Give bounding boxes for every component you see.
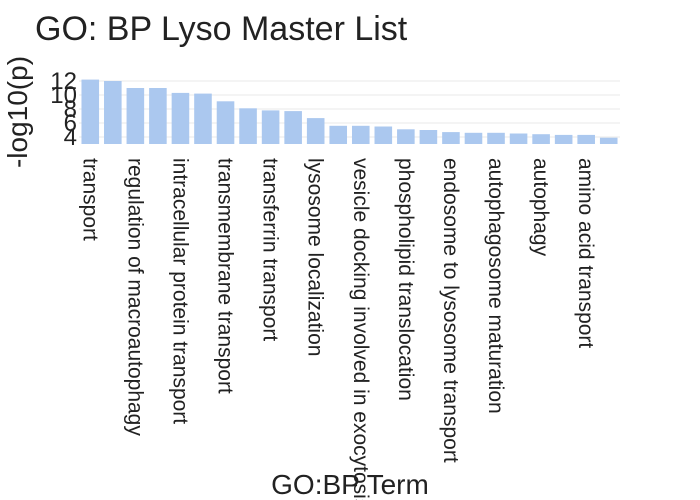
bar [171, 92, 190, 144]
y-tick-label: 6 [64, 110, 77, 137]
x-tick-label: transport [78, 158, 101, 241]
y-axis-title: -log10(p) [2, 56, 33, 168]
bar [149, 88, 167, 144]
bar [194, 93, 212, 144]
bar [442, 132, 460, 144]
y-tick-label: 10 [50, 82, 77, 109]
x-axis-ticks: transport regulation of macroautophagy int… [78, 158, 597, 500]
bar [81, 79, 100, 144]
bar [577, 134, 595, 144]
x-tick-label: phospholipid translocation [394, 158, 417, 401]
bar [216, 101, 235, 144]
x-tick-label: regulation of macroautophagy [123, 158, 146, 436]
chart-title: GO: BP Lyso Master List [35, 10, 408, 48]
x-tick-label: endosome to lysosome transport [439, 158, 462, 463]
bar [104, 81, 122, 144]
bar [397, 129, 415, 144]
x-tick-label: lysosome localization [304, 158, 327, 356]
bar [464, 132, 483, 144]
x-axis-title: GO:BP Term [271, 469, 429, 500]
x-tick-label: vesicle docking involved in exocytosis [349, 158, 372, 500]
x-tick-label: transmembrane transport [214, 158, 237, 394]
bar [599, 137, 618, 144]
x-tick-label: autophagosome maturation [484, 158, 507, 414]
gridlines [79, 80, 620, 138]
bar [306, 118, 325, 144]
bar [239, 108, 257, 144]
bar [532, 134, 550, 144]
x-tick-label: amino acid transport [574, 158, 597, 348]
x-tick-label: intracellular protein transport [168, 158, 191, 424]
bar [509, 133, 528, 144]
y-tick-label: 4 [64, 124, 77, 151]
bar [329, 125, 348, 144]
bar [374, 126, 393, 144]
y-tick-label: 12 [50, 68, 77, 95]
bar [554, 134, 573, 144]
bar [261, 110, 280, 144]
y-tick-label: 8 [64, 96, 77, 123]
bar [487, 132, 505, 144]
x-tick-label: transferrin transport [259, 158, 282, 341]
x-tick-label: autophagy [529, 158, 552, 257]
bar [284, 111, 302, 144]
bar [419, 130, 438, 144]
bar [351, 125, 370, 144]
bar [126, 88, 145, 144]
bars [81, 79, 618, 144]
